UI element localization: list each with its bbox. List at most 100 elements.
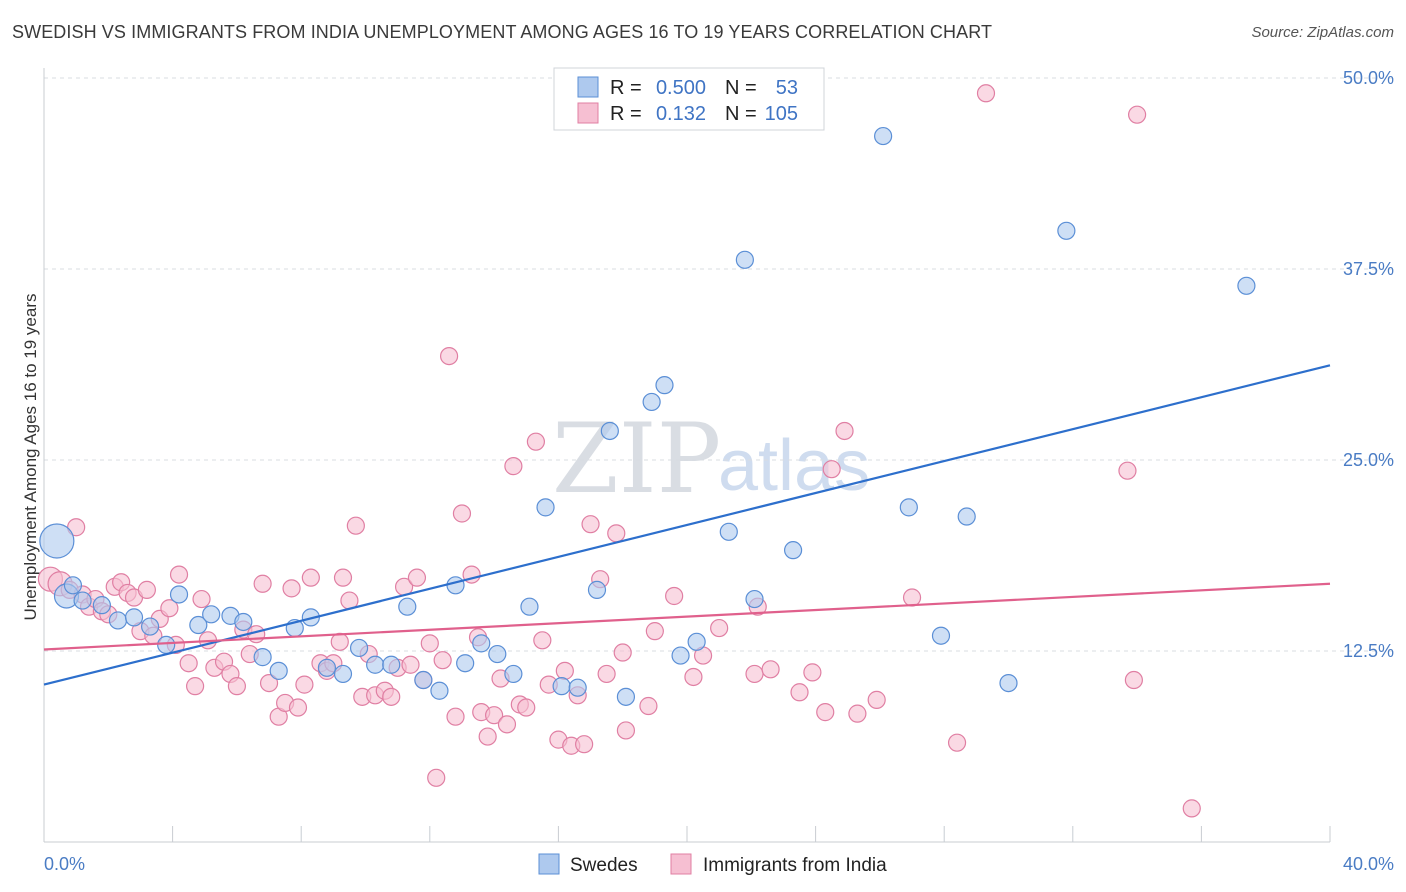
y-axis-label: Unemployment Among Ages 16 to 19 years bbox=[21, 294, 40, 621]
india-point-43 bbox=[333, 568, 353, 587]
series-immigrants-from-india bbox=[37, 84, 1201, 818]
series-legend-label-india: Immigrants from India bbox=[703, 855, 887, 876]
swedes-point-14 bbox=[253, 648, 272, 667]
swedes-point-20 bbox=[349, 638, 369, 658]
india-point-91 bbox=[710, 618, 729, 638]
legend-n-value-1: 53 bbox=[776, 77, 798, 99]
legend-n-label-1: N = bbox=[725, 77, 757, 99]
swedes-point-18 bbox=[317, 658, 337, 677]
india-point-85 bbox=[616, 721, 636, 740]
swedes-point-11 bbox=[202, 605, 221, 624]
india-point-35 bbox=[282, 579, 301, 598]
swedes-point-4 bbox=[92, 596, 111, 615]
swedes-point-27 bbox=[456, 654, 475, 673]
swedes-point-46 bbox=[783, 541, 803, 560]
legend-r-value-2: 0.132 bbox=[656, 103, 706, 125]
swedes-point-34 bbox=[568, 678, 587, 697]
swedes-point-39 bbox=[655, 376, 674, 395]
swedes-point-28 bbox=[472, 634, 491, 653]
swedes-point-36 bbox=[600, 421, 619, 441]
india-point-72 bbox=[526, 432, 545, 451]
india-point-97 bbox=[816, 703, 835, 722]
swedes-point-0 bbox=[39, 523, 75, 559]
india-point-53 bbox=[401, 655, 420, 674]
india-point-59 bbox=[439, 346, 459, 366]
y-tick-labels: 12.5% 25.0% 37.5% 50.0% bbox=[1343, 68, 1394, 661]
india-point-17 bbox=[160, 599, 179, 618]
india-point-57 bbox=[427, 768, 446, 787]
swedes-point-43 bbox=[719, 522, 738, 541]
india-point-65 bbox=[478, 727, 497, 746]
india-point-69 bbox=[504, 457, 523, 476]
swedes-point-24 bbox=[414, 670, 433, 690]
swedes-point-15 bbox=[269, 661, 288, 680]
swedes-point-32 bbox=[536, 498, 555, 517]
india-point-14 bbox=[137, 580, 156, 599]
legend-r-value-1: 0.500 bbox=[656, 77, 706, 99]
india-point-105 bbox=[1118, 461, 1137, 480]
chart-title: SWEDISH VS IMMIGRANTS FROM INDIA UNEMPLO… bbox=[12, 22, 993, 42]
india-point-89 bbox=[684, 667, 703, 687]
india-point-20 bbox=[179, 654, 198, 673]
series-legend: Swedes Immigrants from India bbox=[538, 853, 887, 876]
swedes-point-22 bbox=[382, 655, 401, 674]
legend-swatch-swedes bbox=[577, 76, 599, 98]
chart-source: Source: ZipAtlas.com bbox=[1251, 24, 1394, 41]
swedes-point-49 bbox=[931, 626, 951, 645]
legend-box bbox=[553, 67, 825, 131]
india-point-98 bbox=[822, 460, 841, 479]
india-point-37 bbox=[295, 675, 314, 694]
india-point-94 bbox=[761, 660, 780, 679]
swedes-point-26 bbox=[446, 576, 465, 595]
swedes-point-23 bbox=[398, 597, 417, 616]
india-point-54 bbox=[407, 568, 427, 587]
legend-n-label-2: N = bbox=[725, 103, 757, 125]
swedes-point-48 bbox=[899, 498, 918, 517]
trendline-india bbox=[43, 582, 1331, 651]
x-tick-label-max: 40.0% bbox=[1343, 854, 1394, 874]
swedes-point-5 bbox=[108, 611, 128, 630]
india-point-95 bbox=[790, 683, 809, 702]
india-point-92 bbox=[745, 664, 764, 684]
swedes-point-31 bbox=[520, 597, 539, 616]
india-point-96 bbox=[803, 663, 822, 682]
swedes-point-10 bbox=[189, 615, 208, 635]
india-point-32 bbox=[259, 673, 279, 693]
india-point-83 bbox=[607, 524, 626, 543]
y-tick-label-1: 25.0% bbox=[1343, 450, 1394, 470]
swedes-point-19 bbox=[333, 664, 353, 684]
india-point-68 bbox=[497, 715, 517, 734]
swedes-point-35 bbox=[587, 580, 607, 599]
india-point-42 bbox=[330, 632, 349, 651]
swedes-point-8 bbox=[157, 635, 176, 654]
swedes-point-25 bbox=[430, 681, 449, 700]
india-point-86 bbox=[639, 696, 658, 716]
india-point-71 bbox=[517, 698, 536, 717]
india-point-107 bbox=[1127, 105, 1147, 124]
india-point-99 bbox=[835, 421, 854, 441]
india-point-84 bbox=[613, 643, 632, 662]
india-point-73 bbox=[533, 631, 552, 650]
series-legend-swatch-india bbox=[670, 853, 692, 875]
swedes-point-9 bbox=[169, 585, 189, 604]
india-point-106 bbox=[1124, 670, 1143, 690]
swedes-point-50 bbox=[957, 507, 976, 526]
swedes-point-40 bbox=[671, 646, 690, 665]
india-point-88 bbox=[665, 586, 684, 606]
swedes-point-53 bbox=[1237, 276, 1256, 295]
swedes-point-47 bbox=[874, 126, 893, 146]
swedes-point-21 bbox=[366, 655, 385, 674]
swedes-point-52 bbox=[1057, 221, 1076, 240]
swedes-point-51 bbox=[999, 673, 1018, 693]
x-ticks bbox=[43, 826, 1331, 842]
india-point-31 bbox=[253, 574, 272, 593]
india-point-38 bbox=[301, 568, 320, 587]
legend-r-label-1: R = bbox=[610, 77, 642, 99]
series-legend-swatch-swedes bbox=[538, 853, 560, 875]
india-point-27 bbox=[227, 677, 246, 696]
india-point-101 bbox=[867, 690, 886, 709]
series-swedes bbox=[39, 70, 1256, 706]
x-tick-label-min: 0.0% bbox=[44, 854, 85, 874]
india-point-79 bbox=[575, 735, 594, 754]
